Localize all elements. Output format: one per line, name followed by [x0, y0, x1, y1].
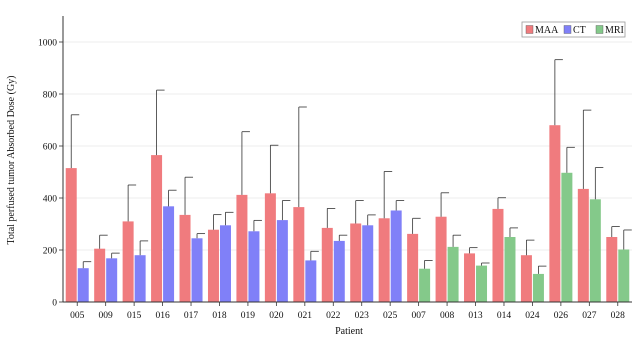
bar-ct-025: [390, 210, 402, 302]
legend-label-mri: MRI: [605, 25, 624, 36]
bar-mri-024: [532, 273, 544, 302]
y-tick-label: 200: [43, 247, 58, 257]
legend-swatch-ct: [563, 25, 572, 34]
x-tick-label-016: 016: [155, 311, 170, 321]
bar-mri-028: [618, 249, 630, 302]
grid-lines: [63, 16, 632, 302]
bar-ct-016: [163, 206, 175, 302]
bar-ct-022: [333, 240, 345, 302]
bar-ct-019: [248, 231, 260, 302]
bar-maa-013: [464, 253, 476, 302]
bar-maa-023: [350, 223, 362, 302]
bar-maa-016: [151, 155, 163, 302]
x-tick-label-023: 023: [355, 311, 370, 321]
x-tick-label-009: 009: [99, 311, 114, 321]
plot-area: [63, 16, 632, 302]
bar-ct-009: [106, 258, 118, 302]
bar-mri-027: [589, 199, 601, 302]
bars: [65, 59, 632, 302]
x-axis-label: Patient: [335, 326, 363, 337]
x-tick-label-014: 014: [497, 311, 512, 321]
legend-label-ct: CT: [573, 25, 586, 36]
bar-ct-015: [134, 255, 146, 302]
bar-mri-014: [504, 237, 516, 302]
bar-ct-018: [219, 225, 231, 302]
bar-maa-014: [492, 208, 504, 302]
bar-ct-021: [305, 260, 317, 302]
bar-maa-018: [207, 229, 219, 302]
bar-maa-020: [264, 193, 276, 302]
bar-maa-015: [122, 221, 134, 302]
x-tick-label-028: 028: [611, 311, 626, 321]
x-tick-label-007: 007: [412, 311, 427, 321]
x-tick-label-027: 027: [582, 311, 597, 321]
bar-maa-017: [179, 214, 191, 302]
bar-ct-017: [191, 238, 203, 302]
legend-label-maa: MAA: [535, 25, 559, 36]
x-tick-label-015: 015: [127, 311, 142, 321]
x-tick-label-005: 005: [70, 311, 85, 321]
y-tick-label: 600: [43, 143, 58, 153]
bar-maa-007: [407, 233, 419, 302]
legend-swatch-maa: [525, 25, 534, 34]
x-tick-label-024: 024: [525, 311, 540, 321]
bar-maa-021: [293, 207, 305, 302]
y-tick-label: 800: [43, 91, 58, 101]
bar-mri-007: [419, 268, 431, 302]
y-tick-label: 400: [43, 195, 58, 205]
x-tick-label-008: 008: [440, 311, 455, 321]
y-axis-label: Total perfused tumor Absorbed Dose (Gy): [6, 76, 17, 245]
bar-maa-008: [435, 216, 447, 302]
bar-mri-008: [447, 246, 459, 302]
x-tick-label-026: 026: [554, 311, 569, 321]
x-tick-label-021: 021: [298, 311, 313, 321]
bar-maa-022: [321, 227, 333, 302]
bar-ct-023: [362, 225, 374, 302]
x-tick-label-013: 013: [468, 311, 483, 321]
bar-mri-026: [561, 172, 573, 302]
bar-maa-009: [94, 248, 106, 302]
y-tick-label: 0: [52, 299, 57, 309]
bar-maa-025: [378, 218, 390, 302]
bar-maa-005: [65, 168, 77, 302]
y-tick-label: 1000: [38, 39, 57, 49]
bar-mri-013: [476, 265, 488, 302]
bar-maa-028: [606, 237, 618, 302]
bar-ct-020: [276, 220, 288, 302]
bar-maa-019: [236, 194, 248, 302]
bar-maa-024: [520, 255, 532, 302]
x-tick-label-018: 018: [212, 311, 227, 321]
bar-maa-027: [577, 188, 589, 302]
bar-ct-005: [77, 268, 89, 302]
x-tick-label-025: 025: [383, 311, 398, 321]
legend: MAA CT MRI: [521, 21, 626, 38]
x-tick-label-022: 022: [326, 311, 341, 321]
x-tick-label-017: 017: [184, 311, 199, 321]
legend-swatch-mri: [595, 25, 604, 34]
bar-maa-026: [549, 125, 561, 302]
x-tick-label-020: 020: [269, 311, 284, 321]
x-tick-label-019: 019: [241, 311, 256, 321]
